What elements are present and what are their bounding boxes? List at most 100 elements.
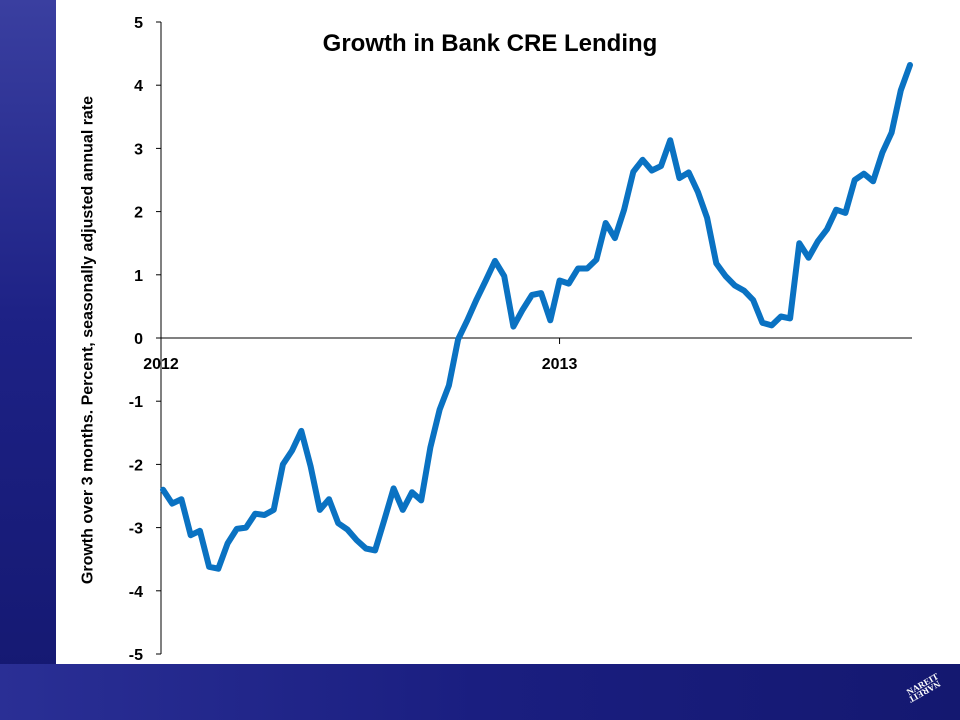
data-point: [522, 309, 524, 311]
data-point: [715, 262, 717, 264]
data-point: [383, 519, 385, 521]
data-point: [577, 268, 579, 269]
data-point: [697, 191, 699, 193]
slide-bottom-band: [0, 664, 960, 720]
y-tick-label: 1: [134, 268, 143, 285]
data-point: [411, 491, 413, 493]
data-point: [605, 222, 607, 224]
data-point: [844, 212, 846, 214]
data-point: [346, 529, 348, 530]
data-point: [254, 513, 256, 515]
data-point: [863, 173, 865, 175]
data-point: [227, 542, 229, 544]
data-point: [393, 487, 395, 489]
data-point: [476, 298, 478, 300]
y-tick-label: -5: [129, 647, 143, 664]
data-point: [817, 240, 819, 242]
y-axis-label: Growth over 3 months. Percent, seasonall…: [79, 95, 97, 585]
data-point: [420, 499, 422, 501]
data-point: [559, 280, 561, 281]
data-point: [485, 280, 487, 281]
data-point: [402, 509, 404, 511]
data-point: [835, 209, 837, 211]
y-tick-label: 5: [134, 15, 143, 32]
data-point: [595, 259, 597, 261]
data-point: [706, 217, 708, 219]
data-point: [503, 275, 505, 277]
data-point: [356, 539, 358, 541]
data-point: [319, 509, 321, 511]
data-point: [190, 534, 192, 536]
data-point: [328, 498, 330, 500]
data-point: [688, 171, 690, 173]
data-point: [900, 89, 902, 91]
data-point: [494, 260, 496, 262]
data-point: [531, 294, 533, 296]
data-point: [642, 159, 644, 161]
data-point: [549, 319, 551, 321]
y-tick-label: -3: [129, 521, 143, 538]
x-tick-labels: 2012 2013: [143, 338, 577, 373]
data-point: [457, 338, 459, 340]
y-tick-label: 4: [134, 78, 143, 95]
data-point: [310, 465, 312, 467]
series-line: [160, 62, 913, 572]
x-tick-label: 2012: [143, 356, 179, 373]
data-point: [282, 463, 284, 465]
data-point: [743, 290, 745, 292]
data-point: [365, 548, 367, 549]
data-point: [217, 568, 219, 570]
data-point: [171, 503, 173, 505]
data-point: [725, 275, 727, 277]
data-point: [798, 242, 800, 244]
data-point: [761, 322, 763, 324]
data-point: [826, 228, 828, 230]
data-point: [236, 528, 238, 530]
y-tick-label: -2: [129, 457, 143, 474]
data-point: [180, 498, 182, 500]
x-tick-label: 2013: [542, 356, 578, 373]
data-point: [586, 268, 588, 269]
data-point: [881, 152, 883, 154]
chart-title: Growth in Bank CRE Lending: [322, 30, 658, 57]
data-point: [872, 180, 874, 182]
nareit-logo-icon: NAREIT NAREIT: [905, 671, 942, 705]
chart-axes: [160, 22, 912, 654]
data-point: [854, 179, 856, 181]
data-point: [678, 177, 680, 179]
y-tick-label: 3: [134, 141, 143, 158]
data-point: [208, 566, 210, 568]
data-point: [337, 522, 339, 524]
y-tick-label: -4: [129, 584, 143, 601]
data-point: [752, 299, 754, 301]
y-tick-label: -1: [129, 394, 143, 411]
data-point: [891, 132, 893, 134]
data-point: [291, 450, 293, 451]
slide-side-panel: [0, 0, 56, 720]
data-point: [162, 489, 164, 491]
data-point: [374, 549, 376, 551]
data-point: [771, 324, 773, 326]
data-point: [780, 316, 782, 317]
data-point: [669, 139, 671, 141]
y-tick-labels: 5 4 3 2 1 0 -1 -2 -3 -4 -5: [129, 15, 161, 664]
data-point: [439, 408, 441, 410]
data-point: [734, 285, 736, 286]
data-point: [651, 170, 653, 171]
data-point: [789, 317, 791, 319]
data-point: [808, 257, 810, 259]
data-point: [568, 283, 570, 285]
data-point: [632, 171, 634, 173]
data-point: [300, 430, 302, 432]
data-point: [429, 446, 431, 448]
data-point: [263, 514, 265, 516]
y-tick-label: 2: [134, 205, 143, 222]
data-point: [660, 165, 662, 167]
series-group: [160, 62, 913, 572]
data-point: [448, 384, 450, 386]
data-point: [909, 64, 911, 66]
data-point: [623, 209, 625, 211]
y-tick-label: 0: [134, 331, 143, 348]
data-point: [199, 530, 201, 532]
